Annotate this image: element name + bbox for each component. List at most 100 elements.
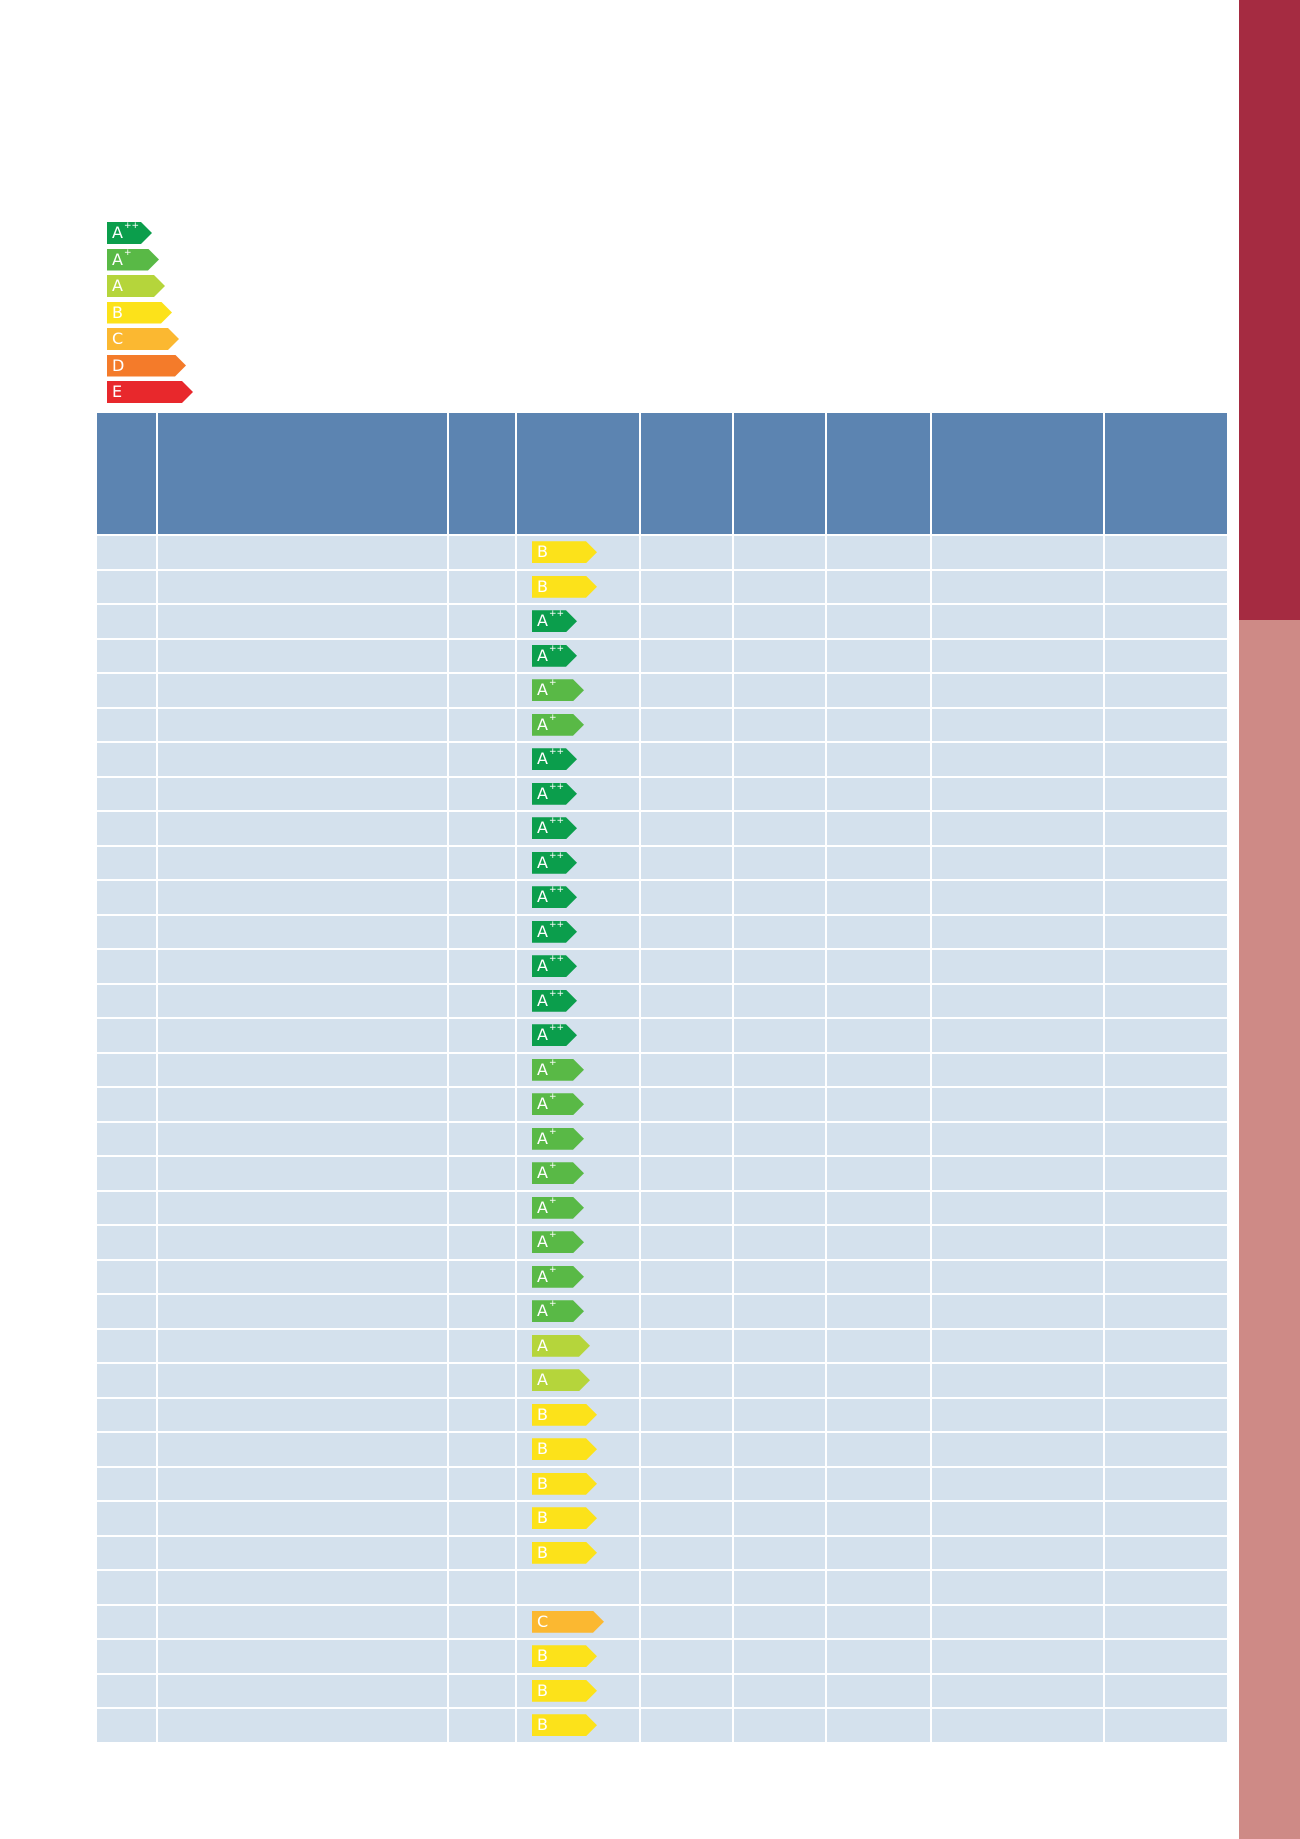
table-cell [639,1603,734,1640]
energy-class-cell: A++ [515,948,641,985]
table-row: A++ [95,948,1229,985]
table-cell [639,1051,734,1088]
table-cell [447,1396,517,1433]
table-cell [930,1396,1105,1433]
table-cell [732,775,827,812]
table-cell [930,603,1105,640]
table-cell [447,706,517,743]
table-cell [732,810,827,847]
table-cell [930,672,1105,709]
legend-item: B [107,302,193,324]
table-cell [95,1672,158,1709]
table-cell [1103,1086,1229,1123]
energy-class-badge: A+ [532,714,584,736]
table-cell [930,1086,1105,1123]
table-cell [1103,1638,1229,1675]
energy-class-letter: A [537,852,548,872]
table-cell [1103,1189,1229,1226]
energy-class-cell: B [515,534,641,571]
table-cell [156,637,449,674]
table-cell [930,568,1105,605]
table-cell [639,810,734,847]
table-cell [156,741,449,778]
energy-class-cell: B [515,1534,641,1571]
table-header-cell [156,411,449,536]
table-cell [732,982,827,1019]
table-cell [156,775,449,812]
table-cell [156,1258,449,1295]
table-cell [1103,1051,1229,1088]
table-cell [825,1534,932,1571]
table-header-row [95,411,1229,536]
table-row: A++ [95,844,1229,881]
energy-class-badge: A++ [107,222,152,244]
energy-class-badge: A++ [532,610,577,632]
table-row: A++ [95,741,1229,778]
table-cell [732,879,827,916]
table-cell [930,810,1105,847]
table-cell [95,844,158,881]
energy-class-suffix: + [548,1230,557,1241]
table-cell [447,637,517,674]
energy-class-cell: A [515,1327,641,1364]
table-cell [447,982,517,1019]
table-cell [1103,1120,1229,1157]
table-row: A [95,1327,1229,1364]
table-cell [156,1672,449,1709]
table-cell [825,1672,932,1709]
table-row: A+ [95,1051,1229,1088]
table-cell [1103,1362,1229,1399]
table-cell [95,1017,158,1054]
table-cell [825,879,932,916]
table-cell [825,1396,932,1433]
table-cell [447,1293,517,1330]
table-cell [447,1327,517,1364]
table-cell [1103,1465,1229,1502]
table-cell [95,603,158,640]
energy-class-letter: B [112,302,123,322]
table-cell [447,1086,517,1123]
energy-class-cell: B [515,1396,641,1433]
table-cell [95,1086,158,1123]
table-cell [447,1500,517,1537]
table-row: A+ [95,1258,1229,1295]
energy-class-letter: A [112,249,123,269]
table-cell [95,1500,158,1537]
table-cell [95,1465,158,1502]
table-cell [732,844,827,881]
table-cell [930,1534,1105,1571]
table-cell [639,568,734,605]
energy-class-suffix: + [548,1264,557,1275]
energy-class-badge: B [532,1645,597,1667]
table-cell [95,982,158,1019]
energy-class-badge: B [532,1507,597,1529]
table-cell [930,1362,1105,1399]
table-cell [930,1500,1105,1537]
table-cell [156,913,449,950]
table-cell [95,706,158,743]
table-cell [639,913,734,950]
table-cell [639,741,734,778]
table-cell [95,1707,158,1744]
energy-class-badge: A+ [532,1300,584,1322]
energy-class-letter: A [537,956,548,976]
table-row: A+ [95,1120,1229,1157]
table-cell [156,1569,449,1606]
table-cell [639,1465,734,1502]
energy-class-badge: A+ [532,1128,584,1150]
table-cell [156,844,449,881]
table-cell [1103,741,1229,778]
energy-class-letter: A [537,887,548,907]
energy-class-cell: B [515,1500,641,1537]
table-cell [1103,534,1229,571]
table-cell [95,1603,158,1640]
table-cell [930,1603,1105,1640]
table-cell [825,672,932,709]
energy-class-letter: D [112,355,125,375]
energy-class-badge: A+ [532,1093,584,1115]
table-cell [156,1431,449,1468]
table-cell [447,1120,517,1157]
table-row: B [95,568,1229,605]
energy-class-cell: B [515,568,641,605]
energy-class-badge: A++ [532,748,577,770]
